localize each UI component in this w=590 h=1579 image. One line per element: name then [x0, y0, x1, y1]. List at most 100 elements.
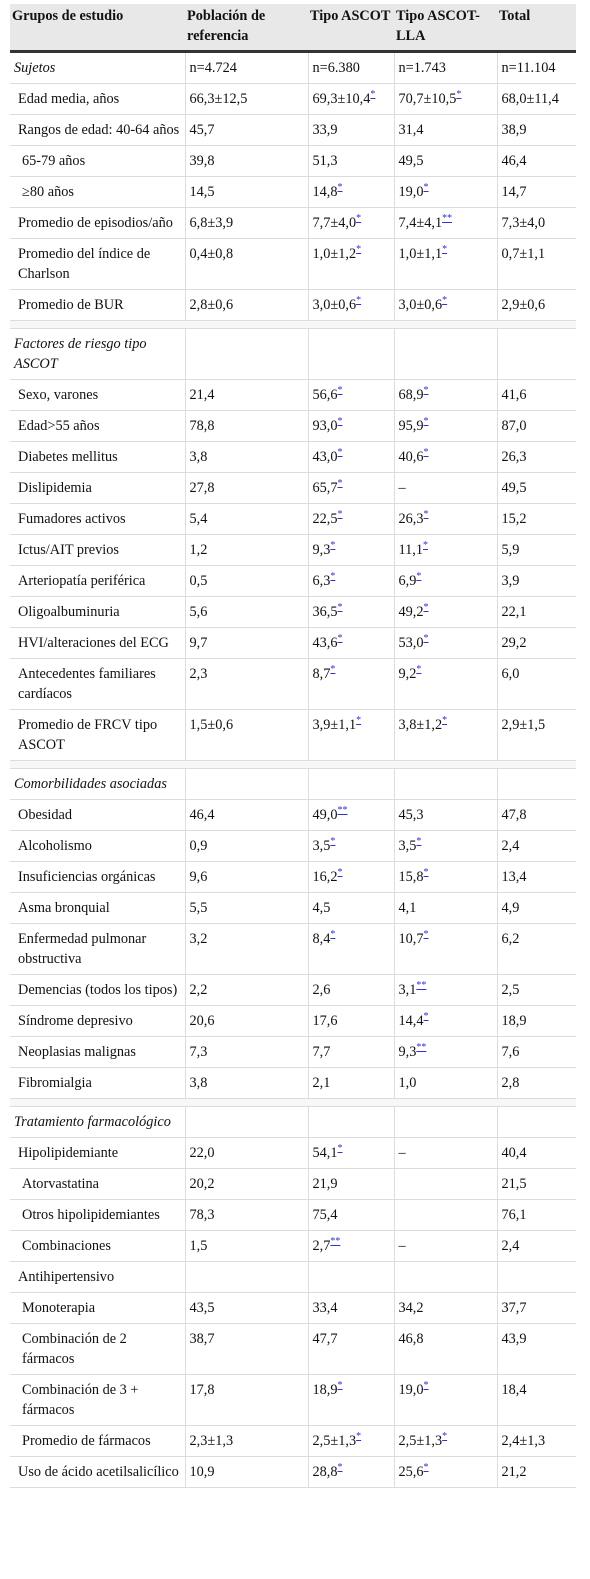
footnote-link[interactable]: *: [337, 1143, 343, 1155]
footnote-link[interactable]: *: [356, 715, 362, 727]
footnote-link[interactable]: *: [423, 540, 428, 552]
table-cell: 49,0**: [308, 799, 395, 831]
footnote-link[interactable]: *: [330, 540, 336, 552]
footnote-link[interactable]: **: [330, 1236, 341, 1248]
cell-value: 8,4: [312, 931, 331, 947]
table-cell: 34,2: [394, 1292, 498, 1324]
table-cell: 65,7*: [308, 472, 395, 504]
table-row: Atorvastatina 20,2 21,9 21,5: [10, 1168, 576, 1200]
footnote-link[interactable]: *: [356, 295, 362, 307]
footnote-link[interactable]: *: [416, 664, 422, 676]
table-cell: 43,0*: [308, 441, 395, 473]
cell-value: 7,3: [189, 1044, 208, 1060]
footnote-link[interactable]: *: [423, 867, 429, 879]
footnote-link[interactable]: *: [423, 447, 429, 459]
footnote-link[interactable]: *: [442, 1431, 448, 1443]
table-cell: 8,4*: [308, 923, 395, 975]
cell-value: 43,6: [312, 635, 338, 651]
footnote-link[interactable]: *: [337, 182, 343, 194]
table-row: Demencias (todos los tipos) 2,2 2,6 3,1** 2,…: [10, 974, 576, 1006]
footnote-link[interactable]: *: [456, 89, 462, 101]
footnote-link[interactable]: *: [337, 478, 343, 490]
table-cell: 7,4±4,1**: [394, 207, 498, 239]
footnote-link[interactable]: *: [423, 182, 429, 194]
footnote-link[interactable]: *: [416, 571, 422, 583]
cell-value: 0,5: [189, 573, 208, 589]
footnote-link[interactable]: *: [442, 715, 448, 727]
footnote-link[interactable]: *: [337, 416, 343, 428]
footnote-link[interactable]: *: [330, 836, 336, 848]
table-cell: 3,0±0,6*: [394, 289, 498, 321]
footnote-link[interactable]: *: [337, 867, 343, 879]
footnote-link[interactable]: *: [423, 602, 429, 614]
table-cell: 49,5: [497, 472, 576, 504]
cell-value: 47,8: [501, 807, 527, 823]
footnote-link[interactable]: **: [442, 213, 453, 225]
row-label: Alcoholismo: [10, 830, 186, 862]
table-row: Combinación de 3 + fármacos 17,8 18,9* 19,0…: [10, 1374, 576, 1426]
footnote-link[interactable]: *: [337, 1462, 343, 1474]
cell-value: 15,8: [398, 869, 424, 885]
footnote-link[interactable]: *: [330, 571, 336, 583]
footnote-link[interactable]: *: [330, 664, 336, 676]
section-title-value: n=1.743: [394, 51, 498, 84]
section-title-value: [394, 768, 498, 800]
table-row: Promedio de FRCV tipo ASCOT 1,5±0,6 3,9±1,…: [10, 709, 576, 761]
section-title-value: [308, 768, 395, 800]
cell-value: 7,6: [501, 1044, 520, 1060]
footnote-link[interactable]: *: [337, 447, 343, 459]
table-cell: 3,8±1,2*: [394, 709, 498, 761]
table-cell: 46,4: [185, 799, 309, 831]
table-cell: 26,3*: [394, 503, 498, 535]
section-title: Comorbilidades asociadas: [10, 768, 186, 800]
table-cell: 20,6: [185, 1005, 309, 1037]
table-cell: 3,0±0,6*: [308, 289, 395, 321]
footnote-link[interactable]: *: [337, 1380, 343, 1392]
footnote-link[interactable]: **: [416, 1042, 427, 1054]
footnote-link[interactable]: *: [356, 213, 362, 225]
footnote-link[interactable]: *: [423, 1380, 429, 1392]
cell-value: 19,0: [398, 1382, 424, 1398]
footnote-link[interactable]: *: [423, 509, 429, 521]
cell-value: 4,5: [312, 900, 331, 916]
footnote-link[interactable]: **: [337, 805, 348, 817]
section-header-row: Comorbilidades asociadas: [10, 768, 576, 800]
cell-value: 31,4: [398, 122, 424, 138]
section-title: Factores de riesgo tipo ASCOT: [10, 328, 186, 380]
footnote-link[interactable]: **: [416, 980, 427, 992]
cell-value: 87,0: [501, 418, 527, 434]
footnote-link[interactable]: *: [356, 1431, 362, 1443]
row-label: Sexo, varones: [10, 379, 186, 411]
footnote-link[interactable]: *: [337, 602, 343, 614]
row-label: Fumadores activos: [10, 503, 186, 535]
table-cell: 39,8: [185, 145, 309, 177]
footnote-link[interactable]: *: [423, 385, 429, 397]
footnote-link[interactable]: *: [337, 509, 343, 521]
footnote-link[interactable]: *: [416, 836, 422, 848]
table-cell: 33,9: [308, 114, 395, 146]
cell-value: 22,5: [312, 511, 338, 527]
table-cell: 78,8: [185, 410, 309, 442]
cell-value: 3,0±0,6: [398, 297, 443, 313]
footnote-link[interactable]: *: [423, 1462, 429, 1474]
footnote-link[interactable]: *: [423, 633, 429, 645]
cell-value: 1,2: [189, 542, 208, 558]
footnote-link[interactable]: *: [370, 89, 376, 101]
footnote-link[interactable]: *: [423, 929, 429, 941]
footnote-link[interactable]: *: [442, 244, 448, 256]
section-title-value: [185, 768, 309, 800]
footnote-link[interactable]: *: [337, 385, 343, 397]
table-cell: 19,0*: [394, 176, 498, 208]
cell-value: 14,4: [398, 1013, 424, 1029]
table-cell: 1,0±1,1*: [394, 238, 498, 290]
footnote-link[interactable]: *: [423, 416, 429, 428]
cell-value: 17,6: [312, 1013, 338, 1029]
cell-value: 7,7±4,0: [312, 215, 357, 231]
table-cell: [394, 1199, 498, 1231]
cell-value: 15,2: [501, 511, 527, 527]
footnote-link[interactable]: *: [330, 929, 336, 941]
footnote-link[interactable]: *: [337, 633, 343, 645]
footnote-link[interactable]: *: [356, 244, 362, 256]
footnote-link[interactable]: *: [423, 1011, 429, 1023]
footnote-link[interactable]: *: [442, 295, 448, 307]
